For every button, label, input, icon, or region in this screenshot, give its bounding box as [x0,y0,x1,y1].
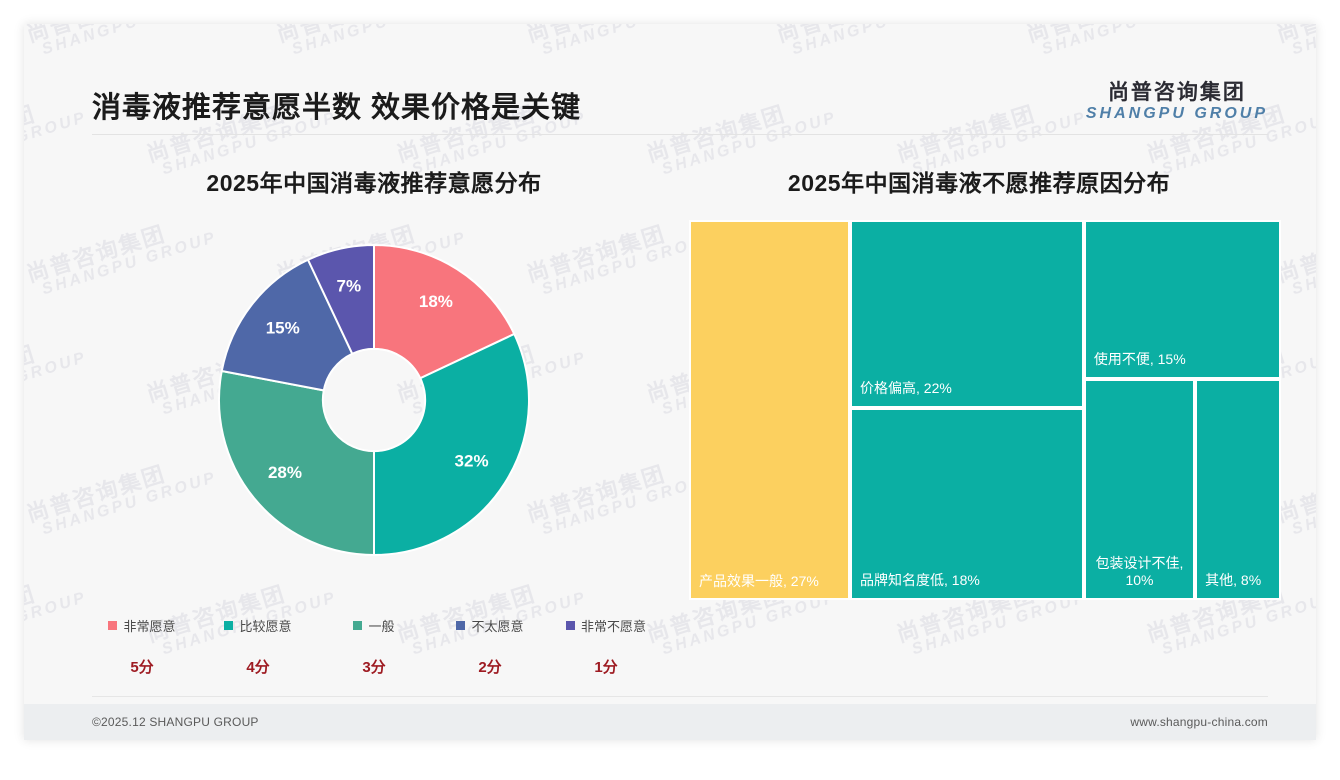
donut-slice[interactable] [373,332,530,557]
treemap-cell-label: 包装设计不佳, 10% [1095,554,1184,589]
donut-slice-label: 18% [419,292,453,311]
treemap-chart-title: 2025年中国消毒液不愿推荐原因分布 [787,170,1171,196]
legend-item[interactable]: 不太愿意 [432,616,548,635]
donut-chart-panel: 2025年中国消毒液推荐意愿分布 18% 32% 28% 15% 7% 非常愿意 比较愿意… [84,164,664,694]
donut-slice[interactable] [220,258,354,392]
legend-swatch-icon [456,621,466,630]
donut-legend: 非常愿意 比较愿意 一般 不太愿意 非常不愿意 [84,616,664,635]
treemap-cell[interactable]: 价格偏高, 22% [850,220,1084,408]
footnote-divider [92,696,1268,697]
page-title: 消毒液推荐意愿半数 效果价格是关键 [92,92,582,124]
header-divider [92,134,1268,135]
treemap-chart-panel: 2025年中国消毒液不愿推荐原因分布 产品效果一般, 27% 价格偏高, 22% 品… [689,164,1281,694]
donut-chart-svg: 18% 32% 28% 15% 7% [218,243,530,557]
score-label: 4分 [246,659,270,676]
treemap-cell-label: 品牌知名度低, 18% [860,572,980,589]
donut-chart-area: 18% 32% 28% 15% 7% [84,220,664,580]
legend-swatch-icon [108,621,118,630]
treemap-cell-label: 产品效果一般, 27% [699,572,819,589]
treemap-cell-label: 其他, 8% [1205,572,1262,589]
treemap-cell[interactable]: 包装设计不佳, 10% [1083,378,1196,600]
treemap-cell-label: 使用不便, 15% [1093,351,1186,368]
legend-item-label: 非常愿意 [123,619,176,634]
legend-item[interactable]: 比较愿意 [200,616,316,635]
logo-english-text: SHANGPU GROUP [1085,104,1268,122]
treemap-cell[interactable]: 使用不便, 15% [1083,220,1281,379]
treemap-chart-area: 产品效果一般, 27% 价格偏高, 22% 品牌知名度低, 18% 使用不便, 15%… [689,220,1281,600]
donut-chart-title: 2025年中国消毒液推荐意愿分布 [206,170,542,196]
legend-item-label: 一般 [368,619,395,634]
legend-item-label: 非常不愿意 [580,619,646,634]
donut-score-row: 5分 4分 3分 2分 1分 [84,656,664,677]
donut-slice[interactable] [218,369,375,557]
donut-slice-label: 32% [455,451,489,470]
legend-item-label: 比较愿意 [239,619,292,634]
legend-item[interactable]: 非常愿意 [84,616,200,635]
donut-slice[interactable] [306,243,375,356]
legend-swatch-icon [224,621,234,630]
legend-swatch-icon [353,621,363,630]
donut-slice-label: 28% [268,463,302,482]
treemap-cell[interactable]: 产品效果一般, 27% [689,220,851,600]
treemap-cell[interactable]: 其他, 8% [1195,378,1281,600]
score-label: 5分 [130,659,154,676]
treemap-cell-label: 价格偏高, 22% [860,380,952,397]
score-label: 2分 [478,659,502,676]
slide-footer: ©2025.12 SHANGPU GROUP www.shangpu-china… [24,704,1316,740]
footer-copyright: ©2025.12 SHANGPU GROUP [92,715,259,729]
brand-logo: 尚普咨询集团 SHANGPU GROUP [1086,81,1268,122]
legend-item-label: 不太愿意 [471,619,524,634]
logo-chinese-text: 尚普咨询集团 [1107,81,1246,104]
score-label: 3分 [362,659,386,676]
legend-item[interactable]: 一般 [316,616,432,635]
donut-slice-label: 7% [337,277,362,296]
footer-website[interactable]: www.shangpu-china.com [1130,715,1268,729]
slide-header: 消毒液推荐意愿半数 效果价格是关键 尚普咨询集团 SHANGPU GROUP [24,24,1316,124]
legend-item[interactable]: 非常不愿意 [548,616,664,635]
treemap-cell[interactable]: 品牌知名度低, 18% [850,407,1084,600]
donut-slice-label: 15% [266,319,300,338]
donut-slice[interactable] [373,243,516,380]
legend-swatch-icon [565,621,575,630]
score-label: 1分 [594,659,618,676]
